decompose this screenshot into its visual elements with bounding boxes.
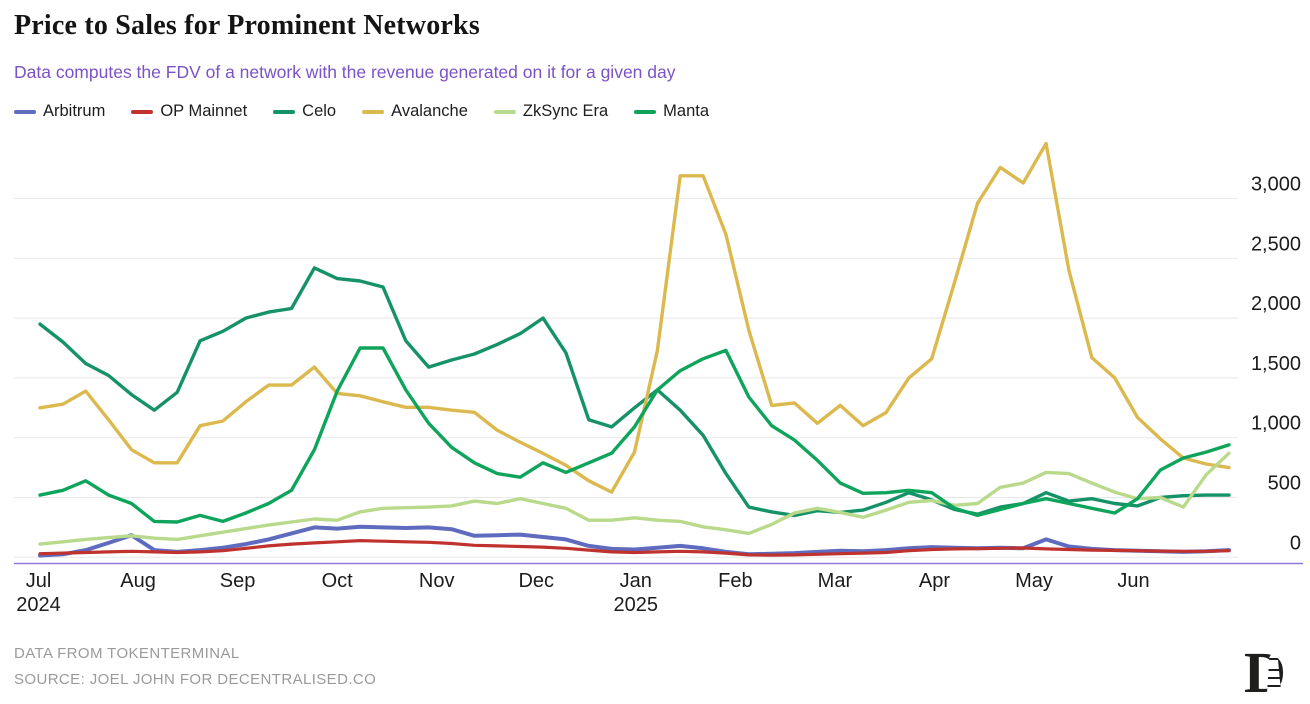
x-axis-label-feb: Feb [718, 570, 752, 592]
legend-label: Celo [302, 102, 337, 120]
decentralised-logo: D [1244, 640, 1286, 700]
legend-label: OP Mainnet [160, 102, 248, 120]
legend-label: Arbitrum [43, 102, 106, 120]
y-axis-label-0: 0 [1290, 532, 1301, 554]
x-axis-label-may: May [1015, 570, 1053, 592]
y-axis-label-2500: 2,500 [1251, 233, 1301, 255]
series-line-celo [38, 266, 1231, 518]
legend-swatch-celo [273, 109, 296, 114]
legend-item-manta: Manta [634, 102, 709, 121]
legend-label: Manta [663, 102, 710, 120]
legend-swatch-manta [634, 109, 657, 114]
x-axis-label-jun: Jun [1117, 570, 1149, 592]
x-axis-label-mar: Mar [818, 570, 853, 592]
source-attribution: SOURCE: JOEL JOHN FOR DECENTRALISED.CO [14, 671, 377, 688]
data-attribution: DATA FROM TOKENTERMINAL [14, 645, 240, 662]
x-axis-label-jan: Jan [620, 570, 652, 592]
legend-label: Avalanche [391, 102, 468, 120]
series-line-manta [38, 346, 1231, 524]
page-subtitle: Data computes the FDV of a network with … [14, 62, 676, 82]
legend-swatch-zksync-era [493, 109, 516, 114]
x-axis-label-apr: Apr [919, 570, 950, 592]
x-axis-label-oct: Oct [322, 570, 354, 592]
x-axis-label-nov: Nov [419, 570, 455, 592]
chart-legend: Arbitrum OP Mainnet Celo Avalanche ZkSync Er… [14, 102, 709, 121]
x-axis-year-label: 2025 [614, 594, 659, 616]
legend-swatch-op-mainnet [131, 109, 154, 114]
series-line-arbitrum [38, 524, 1231, 558]
x-axis-year-label: 2024 [16, 594, 61, 616]
y-axis-label-1500: 1,500 [1251, 353, 1301, 375]
x-axis-label-jul: Jul [26, 570, 52, 592]
legend-item-arbitrum: Arbitrum [14, 102, 105, 121]
y-axis-label-3000: 3,000 [1251, 174, 1301, 196]
x-axis-label-sep: Sep [220, 570, 256, 592]
lighthouse-icon [1267, 646, 1281, 692]
series-line-zksync-era [38, 451, 1231, 546]
legend-swatch-arbitrum [14, 109, 36, 114]
x-axis-label-dec: Dec [518, 570, 554, 592]
x-axis-label-aug: Aug [120, 570, 156, 592]
legend-item-celo: Celo [273, 102, 336, 121]
y-axis-label-2000: 2,000 [1251, 293, 1301, 315]
legend-item-op-mainnet: OP Mainnet [131, 102, 247, 121]
series-line-op-mainnet [38, 538, 1231, 557]
legend-label: ZkSync Era [522, 102, 609, 120]
y-axis-label-1000: 1,000 [1251, 413, 1301, 435]
legend-swatch-avalanche [362, 109, 385, 114]
series-line-avalanche [38, 141, 1231, 494]
legend-item-avalanche: Avalanche [362, 102, 468, 121]
legend-item-zksync-era: ZkSync Era [493, 102, 609, 121]
y-axis-label-500: 500 [1268, 473, 1301, 495]
page-title: Price to Sales for Prominent Networks [14, 10, 480, 41]
